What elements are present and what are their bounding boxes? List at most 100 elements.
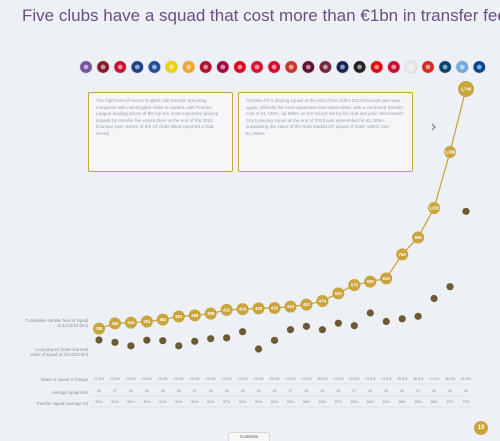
aston-villa-crest-icon xyxy=(301,60,315,74)
row3-cell: 29.0% xyxy=(285,377,296,381)
contents-tab[interactable]: Contents xyxy=(228,432,270,441)
series1-point xyxy=(124,316,137,329)
row3-cell: 21.0% xyxy=(94,377,105,381)
series1-point xyxy=(396,248,409,261)
row5-label: Transfer squad (average %) xyxy=(36,401,88,406)
series1-point xyxy=(428,202,441,214)
row5-cell: 53% xyxy=(239,400,247,404)
row5-cell: 58% xyxy=(303,400,311,404)
series1-point xyxy=(172,310,185,323)
row3-cell: 24.0% xyxy=(142,377,153,381)
row4-label: Average squad size xyxy=(51,390,88,395)
series1-point xyxy=(300,298,313,311)
series1-value-label: 1,368 xyxy=(445,150,456,155)
row4-cell: 26 xyxy=(336,389,340,393)
series1-point xyxy=(140,315,153,328)
row5-cell: 68% xyxy=(430,400,438,404)
series1-value-label: 855 xyxy=(415,235,423,240)
series2-point xyxy=(175,342,183,350)
row5-cell: 64% xyxy=(367,400,375,404)
row3-cell: 35.0% xyxy=(397,377,408,381)
ac-milan-crest-icon xyxy=(199,60,213,74)
callout-right: Chelsea FC's playing squad at the end of… xyxy=(238,92,413,172)
eintracht-frankfurt-crest-icon xyxy=(113,60,127,74)
series1-point xyxy=(220,303,233,316)
series2-point xyxy=(143,336,151,344)
series1-value-label: 570 xyxy=(351,283,359,288)
atalanta-crest-icon xyxy=(130,60,144,74)
row3-cell: 26.0% xyxy=(190,377,201,381)
series2-point xyxy=(398,315,406,323)
series2-point xyxy=(382,317,390,326)
series2-point xyxy=(270,336,279,344)
psv-crest-icon xyxy=(233,60,247,74)
row4-cell: 25 xyxy=(448,389,452,393)
real-madrid-crest-icon xyxy=(404,60,418,74)
row4-cell: 27 xyxy=(193,389,197,393)
tottenham-crest-icon xyxy=(335,60,349,74)
series1-point xyxy=(364,275,377,288)
series2-point xyxy=(430,294,438,303)
series1-value-label: 520 xyxy=(335,291,343,296)
series1-value-label: 340 xyxy=(111,321,119,326)
row4-cell: 27 xyxy=(352,389,356,393)
row5-cell: 55% xyxy=(95,400,103,404)
row4-cell: 26 xyxy=(145,389,149,393)
series2-label: Local players (total club total value of… xyxy=(30,347,88,357)
row5-cell: 52% xyxy=(111,400,119,404)
series1-value-label: 344 xyxy=(127,320,135,325)
row3-cell: 40.0% xyxy=(461,377,472,381)
series2-point xyxy=(127,342,135,350)
series1-value-label: 432 xyxy=(271,306,279,311)
series1-point xyxy=(458,81,474,97)
series1-label: Cumulative transfer fees of squad at 31/… xyxy=(25,318,88,328)
row5-cell: 59% xyxy=(255,400,263,404)
series1-point xyxy=(332,287,345,300)
series2-point xyxy=(239,328,247,336)
row5-cell: 66% xyxy=(399,400,407,404)
wolves-crest-icon xyxy=(182,60,196,74)
as-roma-crest-icon xyxy=(96,60,110,74)
man-city-crest-icon xyxy=(455,60,469,74)
series1-value-label: 590 xyxy=(367,279,375,284)
row5-cell: 49% xyxy=(143,400,151,404)
series1-value-label: 351 xyxy=(143,319,151,324)
row3-cell: 25.0% xyxy=(158,377,169,381)
callout-left: The high level of recent English club tr… xyxy=(88,92,233,172)
row5-cell: 58% xyxy=(127,400,135,404)
series2-point xyxy=(254,345,263,353)
row5-cell: 61% xyxy=(383,400,391,404)
row5-cell: 65% xyxy=(415,400,423,404)
series1-point xyxy=(204,307,217,320)
row4-cell: 27 xyxy=(416,389,420,393)
series2-point xyxy=(111,338,119,346)
series1-value-label: 474 xyxy=(319,299,327,304)
row4-cell: 28 xyxy=(304,389,308,393)
arsenal-crest-icon xyxy=(370,60,384,74)
page-title: Five clubs have a squad that cost more t… xyxy=(22,6,500,25)
series1-value-label: 440 xyxy=(287,304,295,309)
series1-value-label: 362 xyxy=(159,317,167,322)
man-united-crest-icon xyxy=(421,60,435,74)
page-number: 19 xyxy=(474,421,488,435)
psg-crest-icon xyxy=(438,60,452,74)
row4-cell: 29 xyxy=(464,389,468,393)
series1-value-label: 452 xyxy=(303,302,311,307)
row3-cell: 22.0% xyxy=(110,377,121,381)
west-ham-crest-icon xyxy=(318,60,332,74)
row3-cell: 27.0% xyxy=(238,377,249,381)
series1-point xyxy=(316,295,329,307)
series1-value-label: 430 xyxy=(255,306,263,311)
row3-cell: 26.0% xyxy=(206,377,217,381)
row4-cell: 30 xyxy=(161,389,165,393)
series2-point xyxy=(334,319,342,327)
series2-point xyxy=(446,283,454,291)
liverpool-crest-icon xyxy=(387,60,401,74)
series1-point xyxy=(268,302,281,314)
series1-point xyxy=(252,302,265,315)
row3-cell: 23.0% xyxy=(126,377,137,381)
row5-cell: 60% xyxy=(207,400,215,404)
series2-point xyxy=(95,336,103,344)
series1-value-label: 381 xyxy=(175,314,183,319)
row5-cell: 70% xyxy=(462,400,470,404)
